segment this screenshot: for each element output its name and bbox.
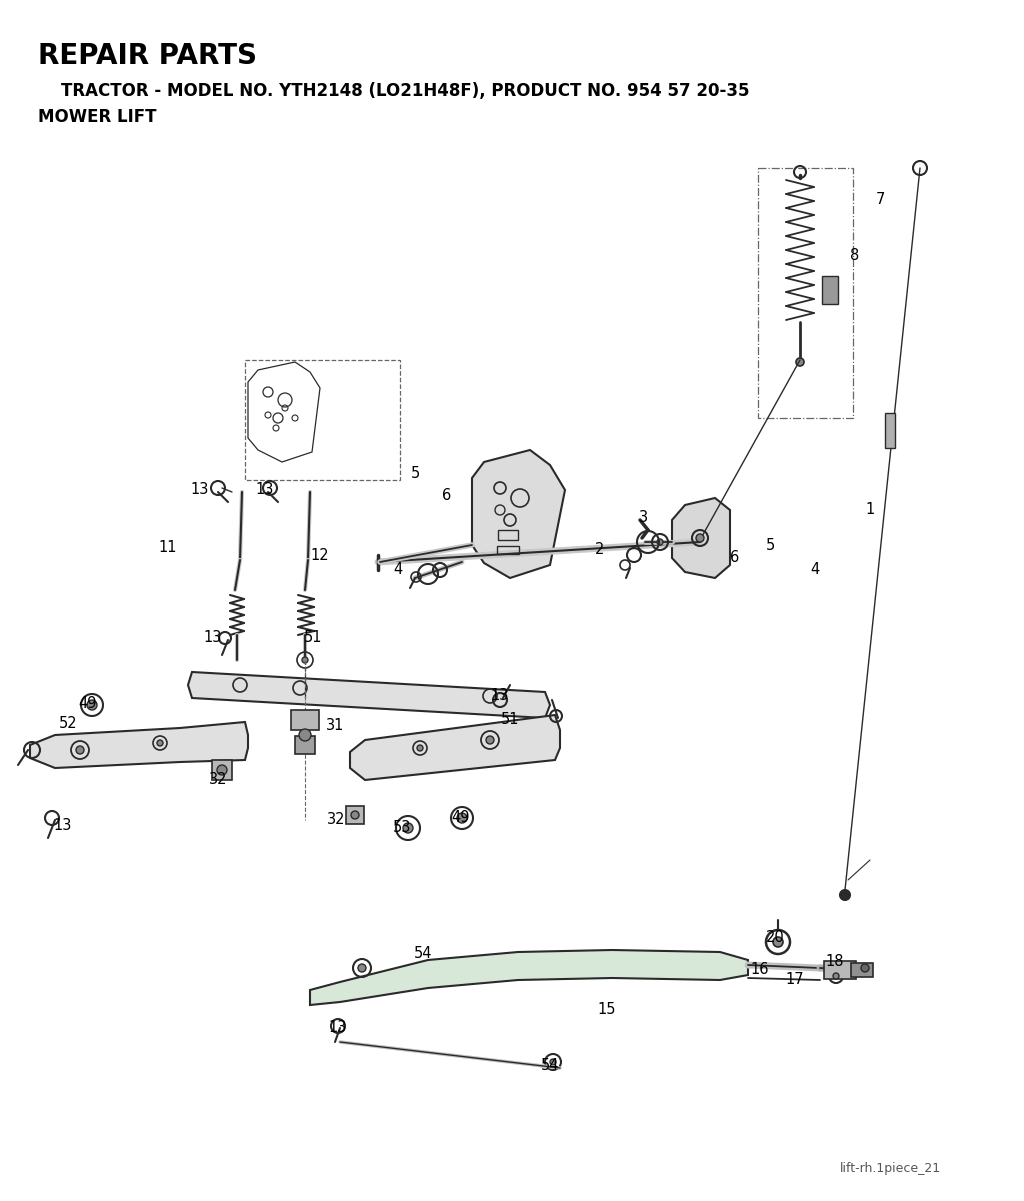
Polygon shape <box>350 715 560 779</box>
Text: 31: 31 <box>326 718 344 734</box>
Text: REPAIR PARTS: REPAIR PARTS <box>38 42 257 70</box>
Bar <box>758 168 853 418</box>
Text: 16: 16 <box>751 962 769 978</box>
Circle shape <box>87 700 97 710</box>
Text: 53: 53 <box>393 820 412 836</box>
Circle shape <box>157 740 163 746</box>
Text: 12: 12 <box>310 548 330 562</box>
Text: lift-rh.1piece_21: lift-rh.1piece_21 <box>840 1163 941 1175</box>
Bar <box>346 806 364 824</box>
Circle shape <box>417 745 423 751</box>
Text: 32: 32 <box>209 772 227 788</box>
Polygon shape <box>672 498 730 578</box>
Circle shape <box>217 765 227 775</box>
Text: 13: 13 <box>204 631 222 645</box>
Bar <box>212 760 232 779</box>
Text: 6: 6 <box>730 550 739 566</box>
Circle shape <box>76 746 84 754</box>
Text: MOWER LIFT: MOWER LIFT <box>38 108 157 126</box>
Circle shape <box>299 729 311 741</box>
Circle shape <box>657 539 663 545</box>
Bar <box>822 276 838 304</box>
Circle shape <box>457 813 467 823</box>
Polygon shape <box>310 950 748 1005</box>
Bar <box>824 961 856 979</box>
Bar <box>498 530 518 540</box>
Text: 8: 8 <box>850 247 859 263</box>
Text: 13: 13 <box>54 818 72 832</box>
Circle shape <box>796 358 804 366</box>
Text: 15: 15 <box>598 1003 616 1017</box>
Text: TRACTOR - MODEL NO. YTH2148 (LO21H48F), PRODUCT NO. 954 57 20-35: TRACTOR - MODEL NO. YTH2148 (LO21H48F), … <box>38 82 750 100</box>
Circle shape <box>302 657 308 663</box>
Bar <box>295 736 315 754</box>
Text: 1: 1 <box>865 502 874 518</box>
Text: 5: 5 <box>765 538 774 552</box>
Text: 18: 18 <box>825 955 844 969</box>
Circle shape <box>403 823 413 833</box>
Text: 17: 17 <box>785 973 804 987</box>
Circle shape <box>833 973 839 979</box>
Text: 20: 20 <box>766 931 784 945</box>
Circle shape <box>773 937 783 948</box>
Text: 54: 54 <box>414 945 432 961</box>
Text: 32: 32 <box>327 813 345 827</box>
Bar <box>885 412 895 448</box>
Circle shape <box>840 890 850 900</box>
Circle shape <box>550 1059 556 1065</box>
Text: 13: 13 <box>490 687 509 703</box>
Text: 2: 2 <box>595 543 605 557</box>
Text: 49: 49 <box>79 695 97 711</box>
Text: 3: 3 <box>638 510 647 526</box>
Text: 49: 49 <box>452 811 470 825</box>
Text: 52: 52 <box>58 716 78 730</box>
Text: 4: 4 <box>810 562 819 578</box>
Polygon shape <box>472 450 565 578</box>
Text: 51: 51 <box>501 712 519 728</box>
Text: 51: 51 <box>304 629 323 645</box>
Text: 5: 5 <box>411 466 420 480</box>
Text: 11: 11 <box>159 540 177 556</box>
Circle shape <box>351 811 359 819</box>
Circle shape <box>861 964 869 972</box>
Text: 7: 7 <box>876 192 885 208</box>
Text: 13: 13 <box>190 483 209 497</box>
Bar <box>497 546 519 554</box>
Circle shape <box>358 964 366 972</box>
Text: 4: 4 <box>393 562 402 578</box>
Bar <box>291 710 319 730</box>
Circle shape <box>486 736 494 743</box>
Text: 13: 13 <box>329 1021 347 1035</box>
Bar <box>245 360 400 480</box>
Text: 13: 13 <box>256 483 274 497</box>
Polygon shape <box>188 673 550 718</box>
Text: 54: 54 <box>541 1058 559 1072</box>
Polygon shape <box>30 722 248 767</box>
Circle shape <box>696 534 705 542</box>
Bar <box>851 963 873 976</box>
Text: 6: 6 <box>442 488 452 502</box>
